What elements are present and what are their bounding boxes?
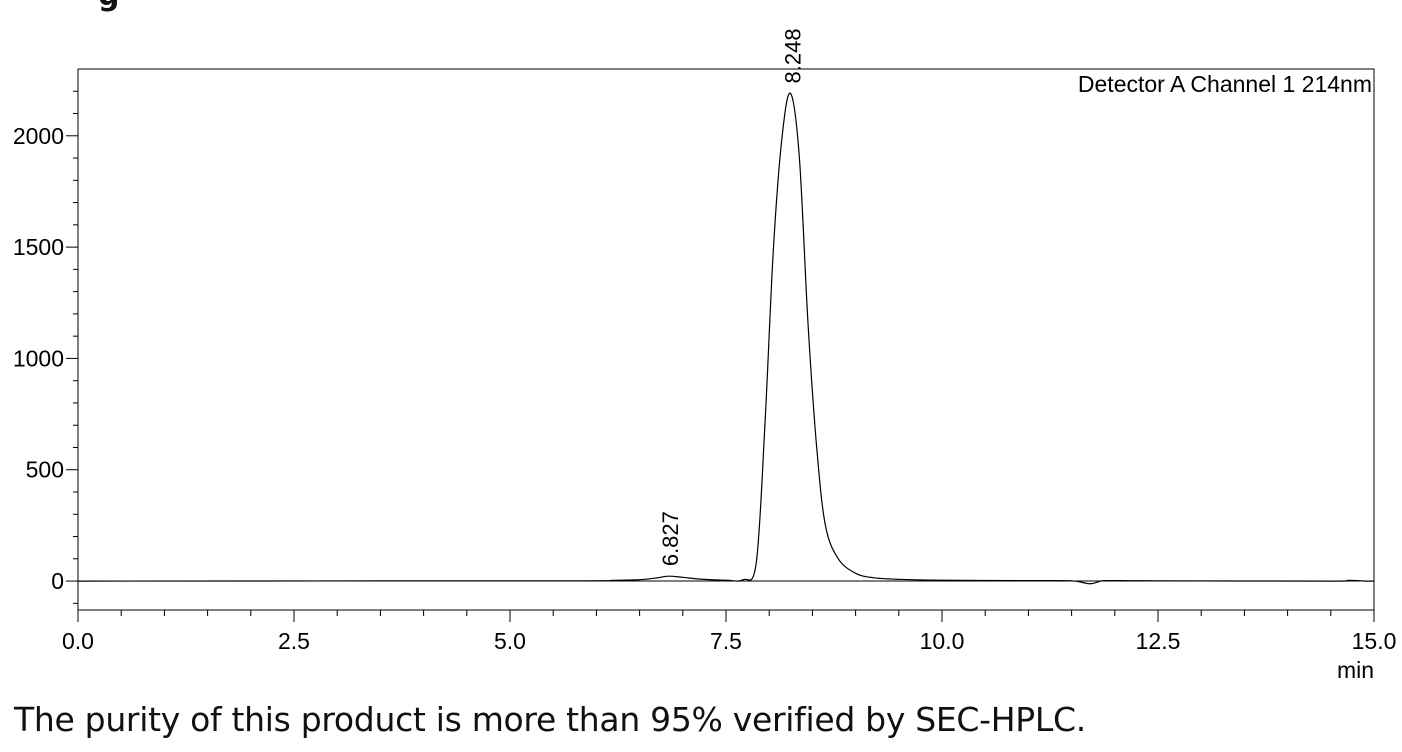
x-tick-label: 10.0 [920,628,965,654]
y-tick-label: 500 [26,457,64,483]
y-tick-label: 1000 [13,345,64,371]
peak-label-layer: 6.827 8.248 [658,28,806,566]
y-axis: 0 500 1000 1500 2000 [13,90,78,604]
x-tick-label: 2.5 [278,628,310,654]
chromatogram-chart: 0 500 1000 1500 2000 0.0 2.5 5.0 7.5 10.0 12.5 15.… [13,28,1397,683]
plot-frame [77,68,1375,611]
x-tick-label: 15.0 [1352,628,1397,654]
x-tick-label: 7.5 [710,628,742,654]
y-tick-label: 0 [51,568,64,594]
x-axis: 0.0 2.5 5.0 7.5 10.0 12.5 15.0 [62,610,1396,654]
y-tick-label: 1500 [13,234,64,260]
chromatogram-trace [77,92,1375,585]
detector-label: Detector A Channel 1 214nm [1078,71,1372,97]
peak-label: 8.248 [781,28,806,83]
title-fragment: g [98,0,138,18]
peak-label: 6.827 [658,511,683,566]
y-tick-label: 2000 [13,123,64,149]
x-tick-label: 5.0 [494,628,526,654]
series-layer [77,92,1375,585]
x-tick-label: 12.5 [1136,628,1181,654]
x-unit-label: min [1337,657,1374,683]
purity-caption: The purity of this product is more than … [14,700,1086,739]
x-tick-label: 0.0 [62,628,94,654]
